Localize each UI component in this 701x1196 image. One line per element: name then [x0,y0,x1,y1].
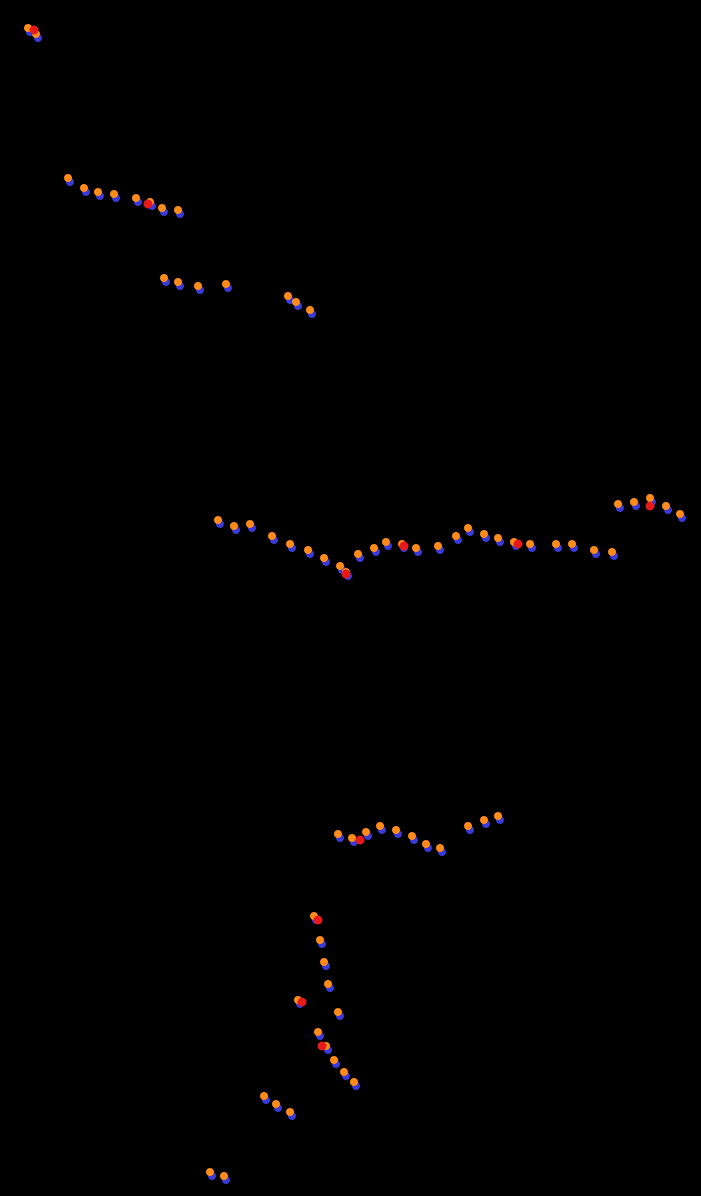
scatter-point [324,980,332,988]
scatter-point [158,204,166,212]
scatter-point [376,822,384,830]
scatter-point [268,532,276,540]
scatter-point [330,1056,338,1064]
scatter-point [316,936,324,944]
scatter-point [552,540,560,548]
scatter-point [292,298,300,306]
scatter-point [318,1042,327,1051]
scatter-point [304,546,312,554]
scatter-point [480,530,488,538]
scatter-point [382,538,390,546]
scatter-point [646,502,655,511]
scatter-point [480,816,488,824]
scatter-point [608,548,616,556]
scatter-point [194,282,202,290]
scatter-point [354,550,362,558]
scatter-point [64,174,72,182]
scatter-point [408,832,416,840]
scatter-point [80,184,88,192]
scatter-point [436,844,444,852]
scatter-point [514,540,523,549]
scatter-point [174,206,182,214]
scatter-point [662,502,670,510]
scatter-point [334,830,342,838]
scatter-point [356,836,365,845]
scatter-point [630,498,638,506]
scatter-point [272,1100,280,1108]
scatter-point [342,570,351,579]
scatter-point [464,822,472,830]
scatter-point [412,544,420,552]
scatter-point [132,194,140,202]
scatter-point [494,534,502,542]
scatter-point [144,200,153,209]
scatter-point [222,280,230,288]
scatter-point [526,540,534,548]
scatter-point [370,544,378,552]
scatter-point [434,542,442,550]
scatter-point [340,1068,348,1076]
scatter-point [568,540,576,548]
scatter-point [590,546,598,554]
scatter-point [314,916,323,925]
scatter-point [220,1172,228,1180]
scatter-point [494,812,502,820]
scatter-point [464,524,472,532]
scatter-point [350,1078,358,1086]
scatter-point [110,190,118,198]
scatter-point [298,998,307,1007]
scatter-point [362,828,370,836]
scatter-point [284,292,292,300]
scatter-point [30,26,39,35]
scatter-point [260,1092,268,1100]
scatter-point [286,540,294,548]
scatter-point [94,188,102,196]
scatter-point [230,522,238,530]
scatter-point [614,500,622,508]
scatter-point [206,1168,214,1176]
scatter-point [400,542,409,551]
scatter-point [314,1028,322,1036]
scatter-point [214,516,222,524]
scatter-point [452,532,460,540]
scatter-point [320,958,328,966]
scatter-point [160,274,168,282]
scatter-point [422,840,430,848]
scatter-point [392,826,400,834]
scatter-point [306,306,314,314]
scatter-point [320,554,328,562]
scatter-point [676,510,684,518]
scatter-point [286,1108,294,1116]
scatter-plot [0,0,701,1196]
scatter-point [246,520,254,528]
scatter-point [174,278,182,286]
scatter-point [334,1008,342,1016]
